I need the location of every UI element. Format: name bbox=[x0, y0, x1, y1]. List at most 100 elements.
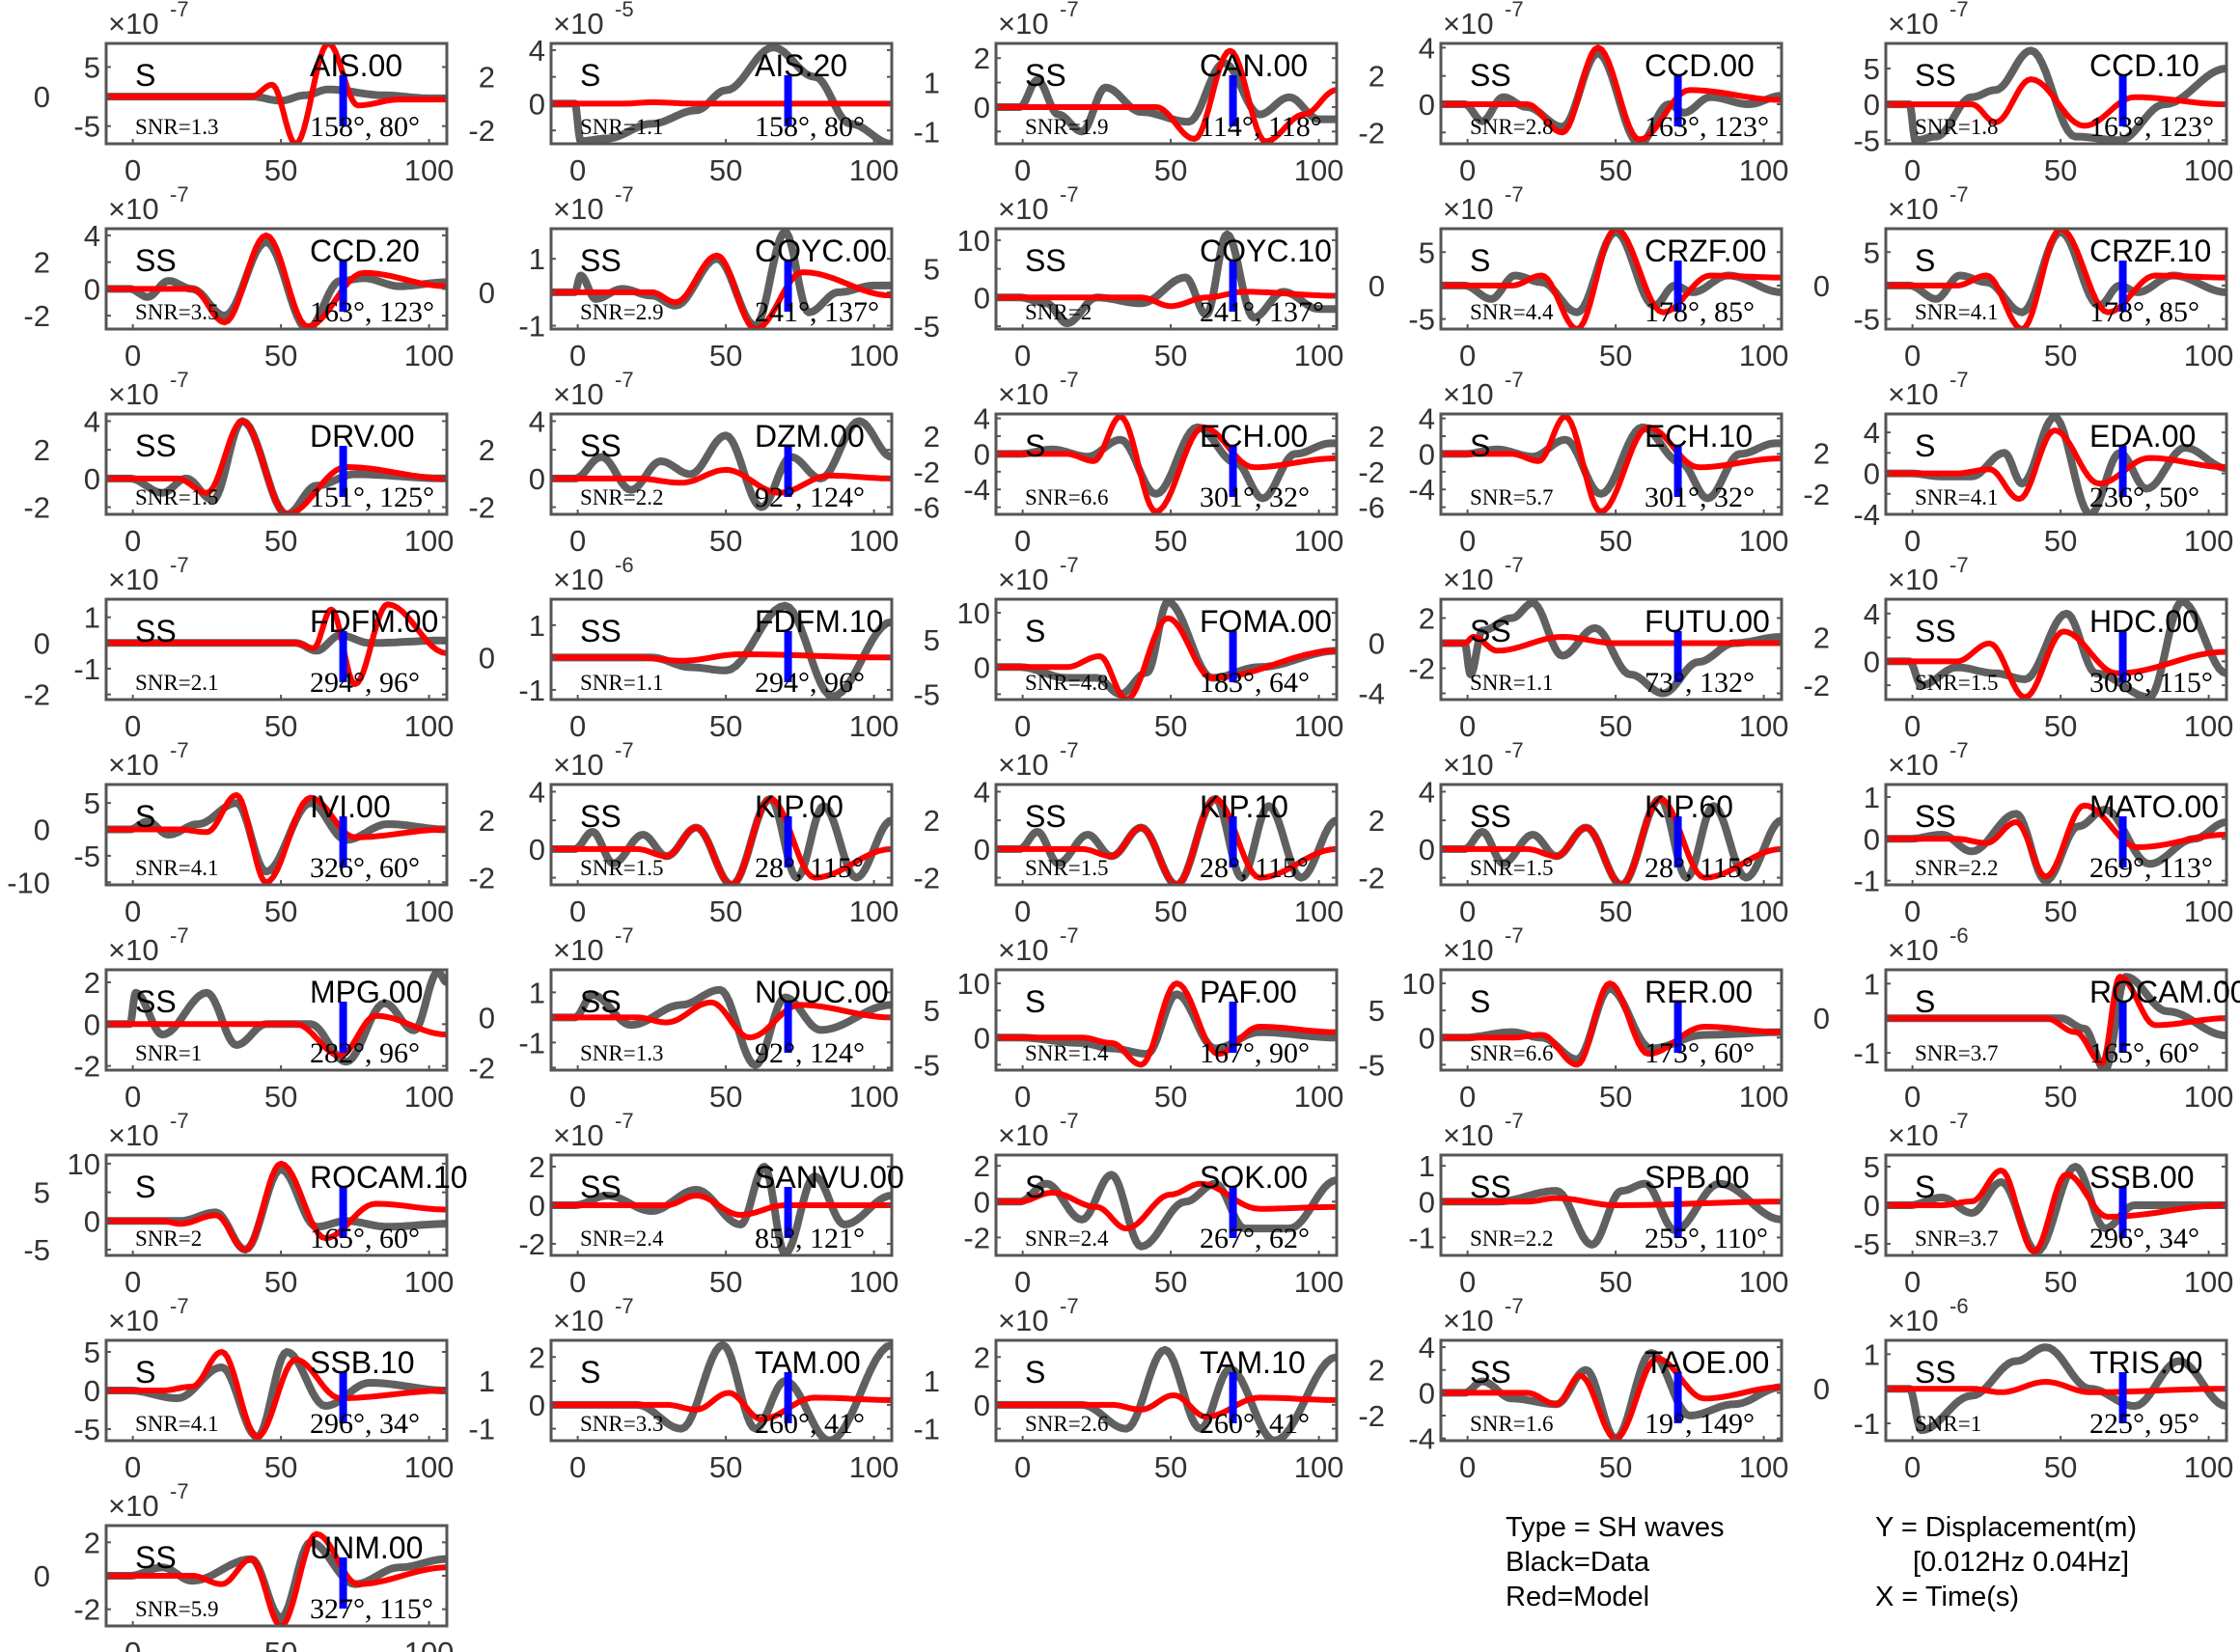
phase-label: SS bbox=[580, 799, 622, 834]
x-tick-label: 0 bbox=[1014, 895, 1031, 928]
y-tick-label: 0 bbox=[34, 626, 50, 660]
station-label: SPB.00 bbox=[1645, 1160, 1750, 1195]
station-label: KIP.10 bbox=[1200, 789, 1288, 824]
y-exponent-power: -7 bbox=[170, 923, 189, 948]
model-trace bbox=[996, 47, 1337, 144]
x-tick-label: 0 bbox=[124, 709, 141, 743]
y-exponent-base: ×10 bbox=[553, 563, 604, 596]
y-tick-label: -2 bbox=[518, 1227, 545, 1261]
azimuth-distance-label: 326°, 60° bbox=[310, 852, 420, 884]
y-tick-label: -2 bbox=[1803, 478, 1830, 511]
phase-label: SS bbox=[135, 1540, 177, 1575]
snr-label: SNR=3.3 bbox=[580, 1412, 663, 1436]
y-tick-label: 2 bbox=[1813, 436, 1830, 470]
y-tick-label: 0 bbox=[529, 87, 545, 121]
phase-label: SS bbox=[1470, 1355, 1511, 1390]
y-tick-label: 10 bbox=[1402, 967, 1435, 1001]
legend-y-axis: Y = Displacement(m) bbox=[1875, 1512, 2137, 1543]
y-tick-label: 4 bbox=[84, 219, 100, 253]
azimuth-distance-label: 296°, 34° bbox=[2089, 1223, 2199, 1254]
station-label: SANVU.00 bbox=[755, 1160, 904, 1195]
x-tick-label: 0 bbox=[1459, 1080, 1476, 1114]
x-tick-label: 100 bbox=[2184, 895, 2234, 928]
y-exponent-base: ×10 bbox=[108, 933, 159, 967]
snr-label: SNR=1.1 bbox=[580, 115, 663, 139]
y-exponent-base: ×10 bbox=[1443, 1304, 1494, 1337]
x-tick-label: 100 bbox=[1739, 153, 1789, 187]
model-trace bbox=[1886, 628, 2226, 700]
y-tick-label: 0 bbox=[529, 833, 545, 867]
x-tick-label: 0 bbox=[124, 1636, 141, 1652]
y-exponent-base: ×10 bbox=[108, 748, 159, 782]
axes-box bbox=[104, 597, 449, 702]
y-tick-label: 0 bbox=[1419, 437, 1435, 471]
y-exponent-power: -6 bbox=[1950, 923, 1969, 948]
phase-label: SS bbox=[135, 428, 177, 463]
model-trace bbox=[1441, 795, 1782, 885]
y-tick-label: 4 bbox=[974, 775, 990, 809]
y-exponent-power: -7 bbox=[1950, 553, 1969, 577]
y-exponent-power: -7 bbox=[615, 1109, 634, 1133]
axes-box bbox=[1884, 227, 2228, 331]
y-tick-label: 0 bbox=[84, 1374, 100, 1408]
subplot-unm-00: 2 0 -2 0 50 100 ×10 -7 SS UNM.00 SNR=5.9 327°, 115° bbox=[34, 1479, 455, 1652]
x-tick-label: 50 bbox=[1154, 895, 1187, 928]
y-tick-label: -2 bbox=[73, 1593, 100, 1627]
azimuth-distance-label: 178°, 85° bbox=[2089, 296, 2199, 328]
y-tick-label: 0 bbox=[974, 1021, 990, 1055]
x-tick-label: 50 bbox=[1154, 709, 1187, 743]
snr-label: SNR=1.5 bbox=[580, 856, 663, 880]
phase-label: SS bbox=[1470, 1170, 1511, 1204]
snr-label: SNR=1.1 bbox=[580, 671, 663, 695]
x-tick-label: 0 bbox=[1459, 524, 1476, 558]
phase-label: S bbox=[1915, 1170, 1935, 1204]
x-tick-label: 100 bbox=[404, 153, 455, 187]
azimuth-distance-label: 294°, 96° bbox=[755, 667, 865, 699]
y-tick-label: 1 bbox=[529, 242, 545, 276]
station-label: AIS.00 bbox=[310, 48, 402, 83]
y-exponent-base: ×10 bbox=[1888, 933, 1939, 967]
azimuth-distance-label: 241°, 137° bbox=[755, 296, 879, 328]
axes-box bbox=[1439, 1338, 1784, 1443]
y-tick-label: -6 bbox=[1358, 491, 1385, 525]
axes-box bbox=[994, 1153, 1339, 1257]
y-exponent-base: ×10 bbox=[553, 192, 604, 226]
snr-label: SNR=1.3 bbox=[580, 1041, 663, 1065]
snr-label: SNR=1.3 bbox=[135, 115, 218, 139]
figure-legend: Type = SH waves Black=Data Red=Model Y =… bbox=[1506, 1512, 2137, 1612]
azimuth-distance-label: 28°, 115° bbox=[1645, 852, 1754, 884]
model-trace bbox=[551, 1193, 892, 1218]
y-tick-label: 2 bbox=[529, 1340, 545, 1374]
y-tick-label: -1 bbox=[1408, 1221, 1435, 1254]
x-tick-label: 0 bbox=[124, 1265, 141, 1299]
x-tick-label: 50 bbox=[1599, 153, 1632, 187]
x-tick-label: 0 bbox=[1904, 895, 1921, 928]
y-tick-label: 0 bbox=[1864, 645, 1880, 678]
snr-label: SNR=4.4 bbox=[1470, 300, 1554, 324]
x-tick-label: 100 bbox=[404, 709, 455, 743]
legend-red: Red=Model bbox=[1506, 1582, 1649, 1612]
y-exponent-base: ×10 bbox=[1888, 1304, 1939, 1337]
x-tick-label: 100 bbox=[1294, 153, 1344, 187]
y-tick-label: -1 bbox=[913, 115, 940, 149]
model-trace bbox=[106, 232, 447, 329]
axes-box bbox=[549, 412, 894, 516]
y-tick-label: 0 bbox=[1419, 1185, 1435, 1219]
x-tick-label: 0 bbox=[1014, 1265, 1031, 1299]
model-trace bbox=[551, 252, 892, 329]
model-trace bbox=[551, 795, 892, 885]
y-tick-label: -2 bbox=[23, 678, 50, 712]
y-tick-label: 5 bbox=[84, 50, 100, 84]
phase-label: S bbox=[135, 799, 155, 834]
y-exponent-power: -7 bbox=[1505, 923, 1524, 948]
x-tick-label: 50 bbox=[1154, 339, 1187, 372]
x-tick-label: 50 bbox=[1154, 1265, 1187, 1299]
y-tick-label: 0 bbox=[479, 641, 495, 675]
snr-label: SNR=2.4 bbox=[1025, 1226, 1109, 1251]
y-tick-label: 4 bbox=[974, 402, 990, 436]
y-exponent-base: ×10 bbox=[1443, 933, 1494, 967]
